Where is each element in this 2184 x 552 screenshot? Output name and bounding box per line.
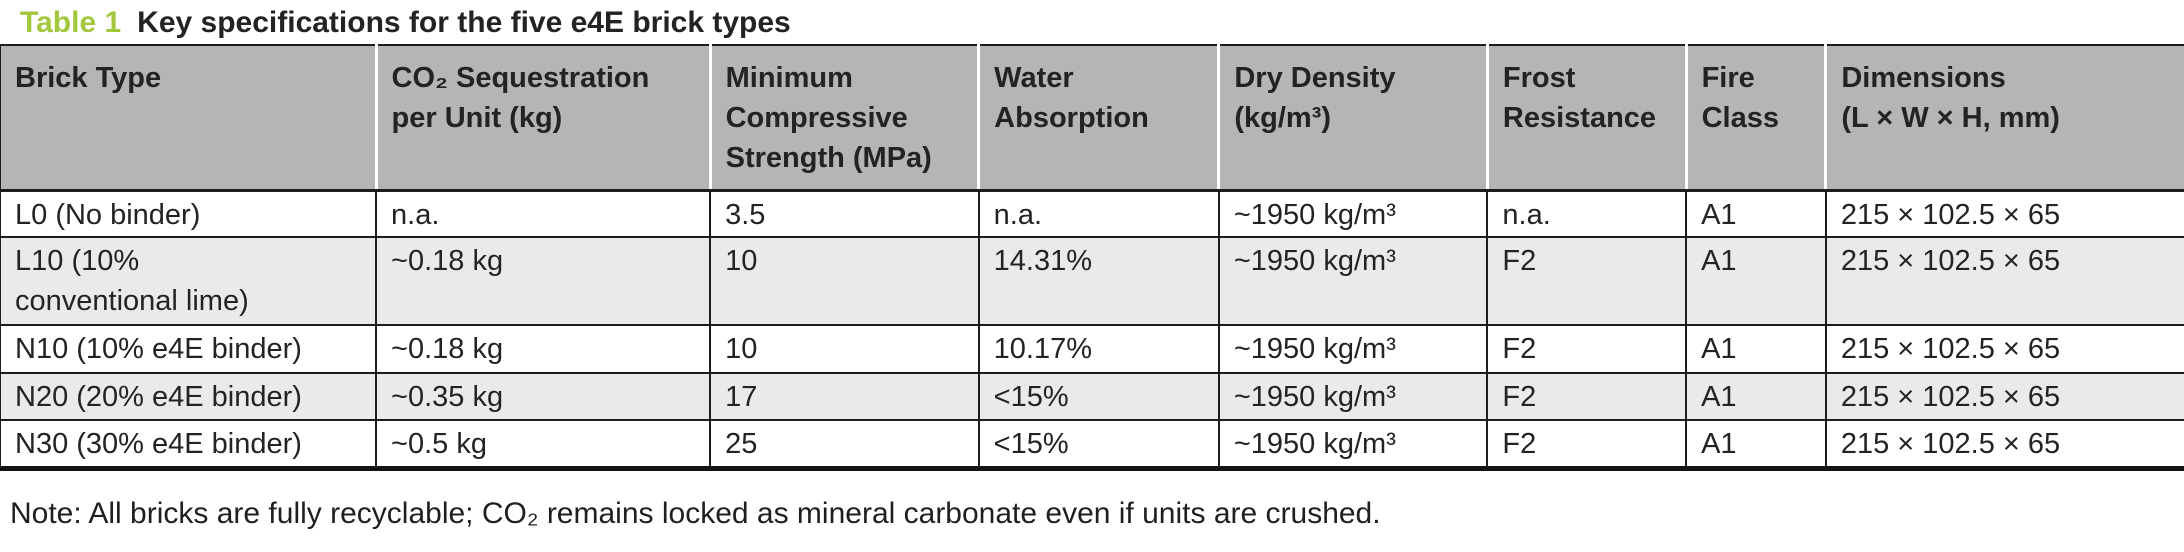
cell-absorption: 14.31%	[978, 237, 1220, 326]
cell-dimensions: 215 × 102.5 × 65	[1825, 420, 2184, 471]
table-caption-label: Table 1	[20, 6, 122, 39]
cell-co2: ~0.35 kg	[376, 373, 712, 421]
document-page: Table 1 Key specifications for the five e…	[0, 5, 2184, 533]
cell-absorption: <15%	[978, 373, 1220, 421]
cell-dimensions: 215 × 102.5 × 65	[1825, 373, 2184, 421]
cell-density: ~1950 kg/m³	[1218, 325, 1489, 374]
col-header-dry-density: Dry Density (kg/m³)	[1218, 45, 1489, 192]
table-caption: Table 1 Key specifications for the five e…	[20, 5, 2184, 44]
cell-strength: 10	[710, 237, 980, 326]
table-row-n10: N10 (10% e4E binder) ~0.18 kg 10 10.17% …	[0, 325, 2184, 374]
col-header-co2-sequestration: CO₂ Sequestration per Unit (kg)	[376, 45, 712, 192]
cell-brick-type: L10 (10% conventional lime)	[0, 237, 378, 326]
col-header-brick-type: Brick Type	[0, 45, 378, 192]
cell-fire: A1	[1686, 420, 1827, 471]
cell-fire: A1	[1686, 325, 1827, 374]
cell-dimensions: 215 × 102.5 × 65	[1825, 325, 2184, 374]
table-row-n30: N30 (30% e4E binder) ~0.5 kg 25 <15% ~19…	[0, 420, 2184, 471]
table-row-l10: L10 (10% conventional lime) ~0.18 kg 10 …	[0, 237, 2184, 326]
cell-frost: F2	[1487, 420, 1688, 471]
cell-frost: F2	[1487, 373, 1688, 421]
cell-brick-type: N10 (10% e4E binder)	[0, 325, 378, 374]
cell-frost: n.a.	[1487, 190, 1688, 238]
cell-brick-type: L0 (No binder)	[0, 190, 378, 238]
cell-density: ~1950 kg/m³	[1218, 237, 1489, 326]
cell-density: ~1950 kg/m³	[1218, 420, 1489, 471]
cell-absorption: 10.17%	[978, 325, 1220, 374]
cell-brick-type: N20 (20% e4E binder)	[0, 373, 378, 421]
cell-strength: 10	[710, 325, 980, 374]
cell-density: ~1950 kg/m³	[1218, 373, 1489, 421]
cell-frost: F2	[1487, 237, 1688, 326]
table-note: Note: All bricks are fully recyclable; C…	[10, 496, 1381, 530]
table-caption-title: Key specifications for the five e4E bric…	[137, 6, 791, 39]
cell-frost: F2	[1487, 325, 1688, 374]
cell-fire: A1	[1686, 237, 1827, 326]
cell-density: ~1950 kg/m³	[1218, 190, 1489, 238]
col-header-fire-class: Fire Class	[1686, 45, 1828, 192]
col-header-dimensions: Dimensions (L × W × H, mm)	[1825, 45, 2184, 192]
col-header-water-absorption: Water Absorption	[978, 45, 1221, 192]
cell-absorption: n.a.	[978, 190, 1220, 238]
table-row-n20: N20 (20% e4E binder) ~0.35 kg 17 <15% ~1…	[0, 373, 2184, 421]
cell-fire: A1	[1686, 373, 1827, 421]
cell-dimensions: 215 × 102.5 × 65	[1825, 190, 2184, 238]
cell-dimensions: 215 × 102.5 × 65	[1825, 237, 2184, 326]
cell-co2: n.a.	[376, 190, 712, 238]
col-header-compressive-strength: Minimum Compressive Strength (MPa)	[710, 45, 981, 192]
header-row: Brick Type CO₂ Sequestration per Unit (k…	[0, 45, 2184, 192]
cell-co2: ~0.5 kg	[376, 420, 712, 471]
cell-absorption: <15%	[978, 420, 1220, 471]
cell-fire: A1	[1686, 190, 1827, 238]
specs-table: Brick Type CO₂ Sequestration per Unit (k…	[0, 44, 2184, 471]
cell-strength: 25	[710, 420, 980, 471]
col-header-frost-resistance: Frost Resistance	[1487, 45, 1688, 192]
cell-co2: ~0.18 kg	[376, 237, 712, 326]
table-row-l0: L0 (No binder) n.a. 3.5 n.a. ~1950 kg/m³…	[0, 190, 2184, 238]
cell-strength: 3.5	[710, 190, 980, 238]
cell-brick-type: N30 (30% e4E binder)	[0, 420, 378, 471]
cell-co2: ~0.18 kg	[376, 325, 712, 374]
cell-strength: 17	[710, 373, 980, 421]
